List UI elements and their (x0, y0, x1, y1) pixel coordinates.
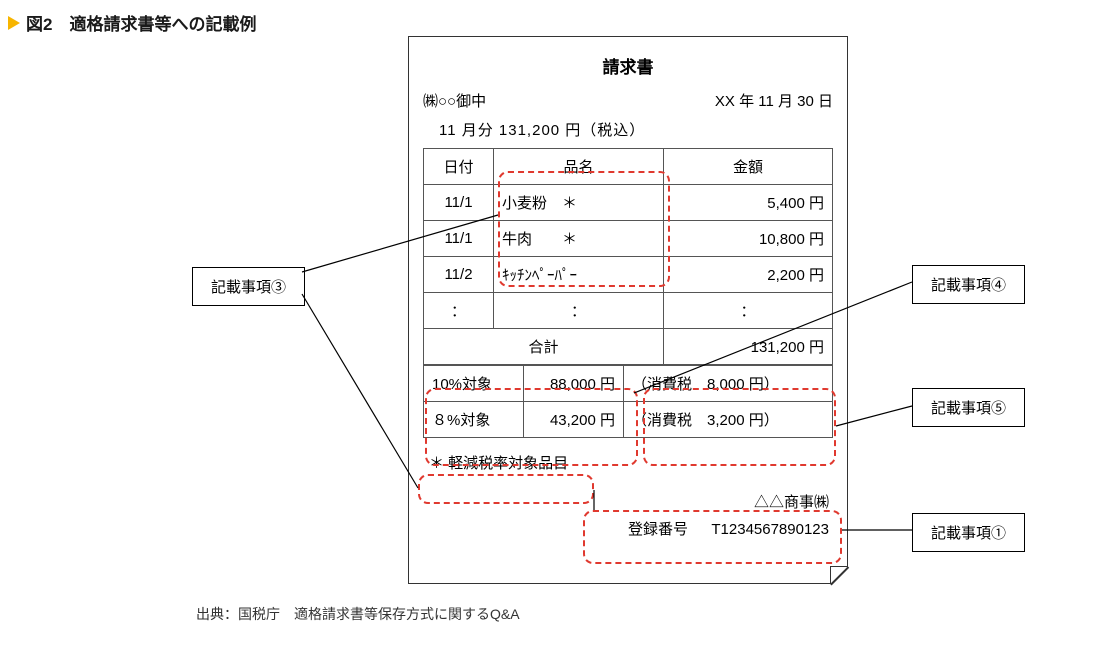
col-date-header: 日付 (424, 149, 494, 185)
figure-title-text: 図2 適格請求書等への記載例 (26, 10, 256, 35)
total-amount: 131,200 円 (664, 329, 833, 365)
col-amount-header: 金額 (664, 149, 833, 185)
triangle-icon (8, 16, 20, 30)
line-item-table: 日付 品名 金額 11/1 小麦粉 ＊ 5,400 円 11/1 牛肉 ＊ 10… (423, 148, 833, 365)
tax-breakdown-table: 10%対象 88,000 円 （消費税 8,000 円） ８%対象 43,200… (423, 365, 833, 438)
cell-amount: 2,200 円 (664, 257, 833, 293)
total-label: 合計 (424, 329, 664, 365)
cell-item: ｷｯﾁﾝﾍﾟｰﾊﾟｰ (494, 257, 664, 293)
figure-title: 図2 適格請求書等への記載例 (8, 10, 256, 35)
tax-rate-label: ８%対象 (424, 402, 524, 438)
cell-date: 11/1 (424, 221, 494, 257)
cell-amount: 5,400 円 (664, 185, 833, 221)
cell-amount: 10,800 円 (664, 221, 833, 257)
table-row: 11/1 小麦粉 ＊ 5,400 円 (424, 185, 833, 221)
month-summary: 11 月分 131,200 円（税込） (439, 119, 833, 140)
invoice-date: XX 年 11 月 30 日 (715, 90, 833, 111)
cell-item: 牛肉 ＊ (494, 221, 664, 257)
invoice-document: 請求書 ㈱○○御中 XX 年 11 月 30 日 11 月分 131,200 円… (408, 36, 848, 584)
anno-item-5: 記載事項⑤ (912, 388, 1025, 427)
invoice-header-row: ㈱○○御中 XX 年 11 月 30 日 (423, 90, 833, 111)
reg-label: 登録番号 (628, 521, 688, 538)
anno-item-4: 記載事項④ (912, 265, 1025, 304)
cell-dots: ： (424, 293, 494, 329)
cell-dots: ： (664, 293, 833, 329)
registration-line: 登録番号 T1234567890123 (423, 518, 833, 539)
issuer-name: △△商事㈱ (423, 491, 833, 512)
col-item-header: 品名 (494, 149, 664, 185)
tax-amount: 88,000 円 (524, 366, 624, 402)
source-citation: 出典：国税庁 適格請求書等保存方式に関するQ&A (196, 604, 520, 624)
recipient: ㈱○○御中 (423, 90, 486, 111)
table-total-row: 合計 131,200 円 (424, 329, 833, 365)
table-row: 11/1 牛肉 ＊ 10,800 円 (424, 221, 833, 257)
table-header-row: 日付 品名 金額 (424, 149, 833, 185)
tax-rate-label: 10%対象 (424, 366, 524, 402)
page-corner-icon (830, 566, 848, 584)
tax-row: 10%対象 88,000 円 （消費税 8,000 円） (424, 366, 833, 402)
table-row-ellipsis: ： ： ： (424, 293, 833, 329)
reduced-rate-footnote: ＊ 軽減税率対象品目 (423, 452, 833, 473)
tax-amount: 43,200 円 (524, 402, 624, 438)
table-row: 11/2 ｷｯﾁﾝﾍﾟｰﾊﾟｰ 2,200 円 (424, 257, 833, 293)
reg-number: T1234567890123 (711, 521, 829, 538)
cell-dots: ： (494, 293, 664, 329)
cell-date: 11/2 (424, 257, 494, 293)
invoice-title: 請求書 (423, 53, 833, 78)
tax-paren: （消費税 3,200 円） (624, 402, 833, 438)
anno-item-3: 記載事項③ (192, 267, 305, 306)
anno-item-1: 記載事項① (912, 513, 1025, 552)
tax-row: ８%対象 43,200 円 （消費税 3,200 円） (424, 402, 833, 438)
cell-date: 11/1 (424, 185, 494, 221)
tax-paren: （消費税 8,000 円） (624, 366, 833, 402)
cell-item: 小麦粉 ＊ (494, 185, 664, 221)
